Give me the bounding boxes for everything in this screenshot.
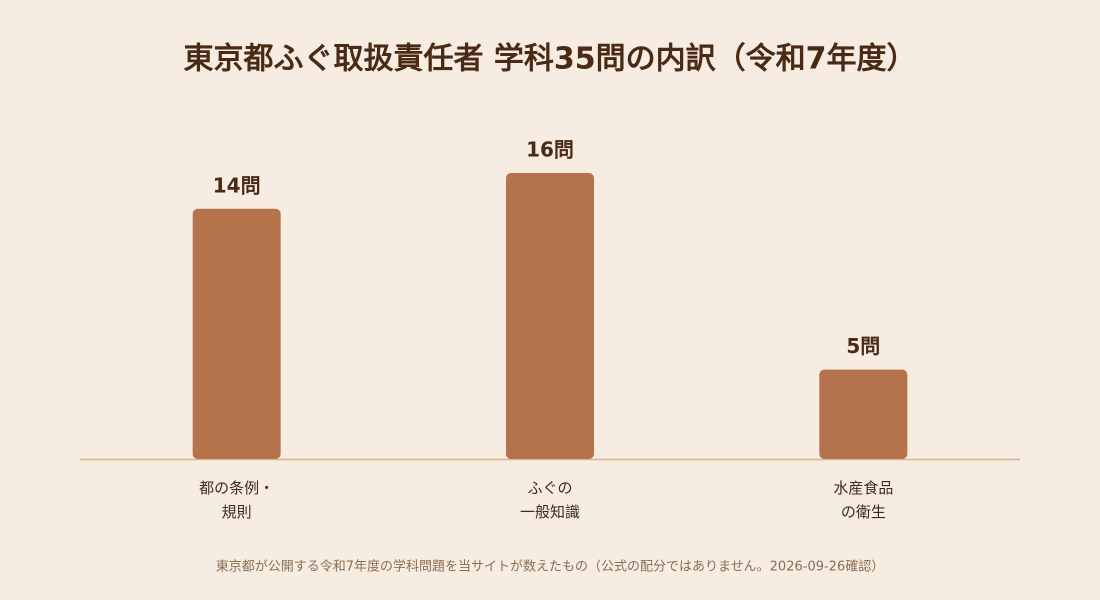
bar <box>506 173 594 459</box>
bar <box>819 369 908 459</box>
footnote: 東京都が公開する令和7年度の学科問題を当サイトが数えたもの（公式の配分ではありま… <box>216 559 884 575</box>
bar <box>192 208 281 459</box>
value-label: 16問 <box>526 138 574 162</box>
value-label: 14問 <box>213 173 261 197</box>
chart-title: 東京都ふぐ取扱責任者 学科35問の内訳（令和7年度） <box>183 42 916 77</box>
x-tick-label: 水産食品の衛生 <box>833 479 893 521</box>
x-tick-label: ふぐの一般知識 <box>520 479 580 521</box>
x-tick-label: 都の条例・規則 <box>199 479 274 521</box>
value-label: 5問 <box>846 334 880 358</box>
